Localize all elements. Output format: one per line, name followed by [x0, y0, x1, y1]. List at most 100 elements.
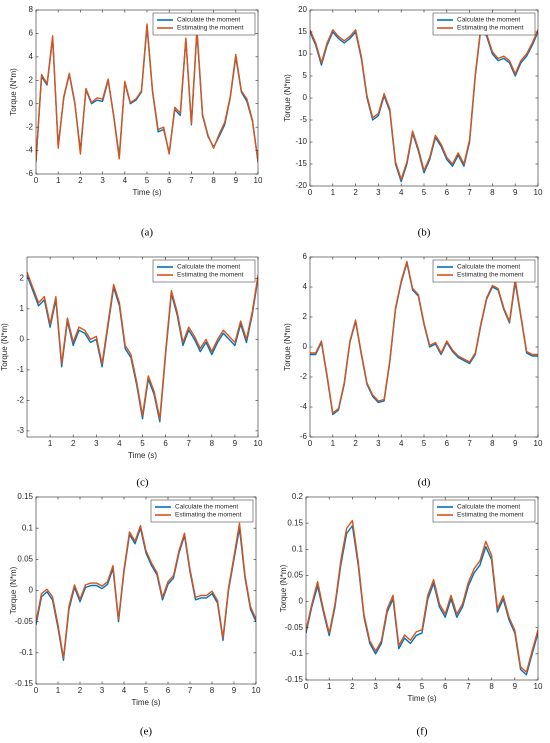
y-tick-label: -4 [26, 146, 34, 155]
x-tick-label: 8 [490, 439, 495, 448]
x-tick-label: 6 [163, 439, 168, 448]
legend-box [432, 499, 536, 523]
y-tick-label: -0.15 [15, 679, 34, 688]
y-tick-label: -2 [26, 122, 34, 131]
y-tick-label: -4 [300, 402, 308, 411]
x-tick-label: 1 [331, 188, 336, 197]
x-tick-label: 3 [376, 188, 381, 197]
caption: (a) [141, 227, 154, 239]
x-tick-label: 1 [56, 176, 61, 185]
y-tick-label: 0 [299, 597, 304, 606]
y-tick-label: 0.05 [287, 571, 303, 580]
y-tick-label: -6 [26, 169, 34, 178]
panel: 0 1 2 3 4 5 6 7 8 9 10 -6 -4 -2 0 2 4 6 Torque (N*m) (d) Cal… [283, 252, 543, 488]
x-tick-label: 5 [422, 439, 427, 448]
x-tick-label: 2 [78, 176, 83, 185]
plot-area [310, 257, 538, 437]
y-tick-label: -1 [17, 365, 25, 374]
y-tick-label: -5 [300, 115, 308, 124]
series-line [306, 525, 538, 676]
panel: 0 1 2 3 4 5 6 7 8 9 10 -0.15 -0.1 -0.05 0 0.05 0.1 0.15 0.… [279, 492, 543, 737]
x-tick-label: 8 [210, 439, 215, 448]
y-axis-label: Torque (N*m) [283, 323, 292, 371]
x-tick-label: 9 [513, 682, 518, 691]
y-tick-label: -0.1 [19, 648, 33, 657]
legend-label: Calculate the moment [177, 17, 240, 24]
x-tick-label: 1 [56, 686, 61, 695]
y-axis-label: Torque (N*m) [279, 564, 288, 612]
caption: (e) [140, 726, 153, 738]
x-tick-label: 7 [188, 686, 193, 695]
x-tick-label: 5 [420, 682, 425, 691]
legend-label: Calculate the moment [457, 17, 520, 24]
x-tick-label: 1 [327, 682, 332, 691]
legend-label: Estimating the moment [177, 272, 244, 279]
x-tick-label: 2 [71, 439, 76, 448]
x-tick-label: 0 [304, 682, 309, 691]
panel: 0 1 2 3 4 5 6 7 8 9 10 -6 -4 -2 0 2 4 6 8 Time (s) Torque (N… [9, 5, 263, 238]
x-tick-label: 9 [234, 176, 239, 185]
y-tick-label: 1 [20, 304, 25, 313]
plot-area [310, 10, 538, 186]
x-axis-label: Time (s) [128, 451, 157, 460]
x-tick-label: 5 [145, 176, 150, 185]
x-tick-label: 4 [397, 682, 402, 691]
x-tick-label: 2 [353, 188, 358, 197]
x-tick-label: 6 [445, 188, 450, 197]
x-tick-label: 5 [422, 188, 427, 197]
x-tick-label: 8 [490, 188, 495, 197]
legend-label: Calculate the moment [175, 504, 238, 511]
caption: (f) [417, 726, 428, 738]
plot-area [27, 257, 258, 437]
legend-box [432, 259, 536, 283]
legend-label: Calculate the moment [457, 264, 520, 271]
y-tick-label: 2 [303, 312, 308, 321]
x-tick-label: 6 [166, 686, 171, 695]
x-tick-label: 1 [48, 439, 53, 448]
legend-label: Calculate the moment [177, 264, 240, 271]
plot-area [306, 497, 538, 680]
x-tick-label: 2 [353, 439, 358, 448]
x-tick-label: 5 [144, 686, 149, 695]
x-tick-label: 7 [466, 682, 471, 691]
x-tick-label: 6 [445, 439, 450, 448]
caption: (d) [418, 477, 431, 489]
y-tick-label: -2 [300, 372, 308, 381]
x-axis-label: Time (s) [132, 188, 161, 197]
y-tick-label: 0 [303, 342, 308, 351]
y-axis-label: Torque (N*m) [283, 74, 292, 122]
x-tick-label: 2 [78, 686, 83, 695]
legend-label: Estimating the moment [457, 512, 524, 519]
y-tick-label: 4 [303, 282, 308, 291]
series-line [310, 260, 538, 414]
plot-area [36, 497, 256, 684]
y-tick-label: -20 [295, 181, 307, 190]
x-tick-label: 8 [211, 176, 216, 185]
x-tick-label: 7 [467, 188, 472, 197]
y-tick-label: -15 [295, 159, 307, 168]
x-axis-label: Time (s) [407, 694, 436, 703]
series-line [27, 272, 258, 420]
x-axis-label: Time (s) [131, 698, 160, 707]
x-tick-label: 10 [252, 686, 261, 695]
y-axis-label: Torque (N*m) [9, 566, 18, 614]
legend-box [152, 12, 256, 36]
y-tick-label: 0 [29, 99, 34, 108]
y-tick-label: 0 [20, 334, 25, 343]
legend-label: Estimating the moment [177, 25, 244, 32]
y-tick-label: 6 [29, 29, 34, 38]
y-tick-label: -0.05 [15, 617, 34, 626]
y-tick-label: 6 [303, 252, 308, 261]
x-tick-label: 7 [186, 439, 191, 448]
x-tick-label: 10 [534, 188, 543, 197]
x-tick-label: 3 [376, 439, 381, 448]
y-tick-label: 10 [298, 49, 307, 58]
x-tick-label: 10 [254, 176, 263, 185]
y-tick-label: 0.2 [292, 492, 304, 501]
y-tick-label: -0.05 [285, 623, 304, 632]
y-tick-label: 5 [303, 71, 308, 80]
